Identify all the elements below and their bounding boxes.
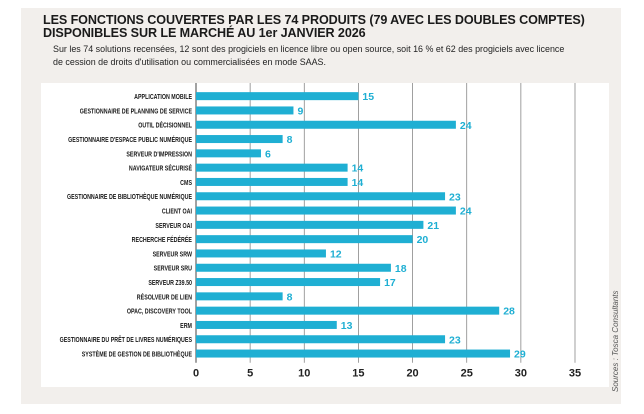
category-label: APPLICATION MOBILE: [134, 93, 192, 101]
data-label: 8: [287, 291, 293, 303]
bar: [196, 235, 413, 244]
title-line-2: DISPONIBLES SUR LE MARCHÉ AU 1er JANVIER…: [43, 26, 366, 40]
title-line-1: LES FONCTIONS COUVERTES PAR LES 74 PRODU…: [43, 13, 585, 27]
category-label: NAVIGATEUR SÉCURISÉ: [129, 163, 193, 173]
bar: [196, 220, 424, 229]
x-tick-label: 15: [352, 368, 364, 380]
bar: [196, 349, 511, 358]
category-label: GESTIONNAIRE D'ESPACE PUBLIC NUMÉRIQUE: [68, 134, 192, 144]
data-label: 20: [417, 234, 429, 246]
bar-chart: 0 5 10 15 20 25 30 35 APPLICATION MOBILE 15 GESTIO…: [60, 83, 581, 380]
bar: [196, 292, 283, 301]
data-label: 13: [341, 320, 353, 332]
data-label: 21: [427, 220, 439, 232]
bar: [196, 163, 348, 172]
bar: [196, 106, 294, 115]
x-tick-label: 35: [569, 368, 581, 380]
data-label: 8: [287, 134, 293, 146]
category-label: RÉSOLVEUR DE LIEN: [137, 291, 192, 301]
bar: [196, 92, 359, 101]
chart-area: 0 5 10 15 20 25 30 35 APPLICATION MOBILE 15 GESTIO…: [41, 83, 609, 387]
data-label: 17: [384, 277, 396, 289]
category-label: GESTIONNAIRE DU PRÊT DE LIVRES NUMÉRIQUE…: [60, 334, 193, 344]
data-label: 14: [352, 163, 364, 175]
category-label: CLIENT OAI: [162, 208, 192, 216]
category-label: GESTIONNAIRE DE BIBLIOTHÈQUE NUMÉRIQUE: [67, 191, 193, 201]
category-label: SERVEUR OAI: [155, 222, 192, 230]
x-tick-label: 10: [298, 368, 310, 380]
category-label: SERVEUR D'IMPRESSION: [126, 151, 192, 159]
data-label: 28: [503, 306, 515, 318]
bar: [196, 249, 326, 258]
category-label: OUTIL DÉCISIONNEL: [138, 120, 192, 130]
x-tick-label: 25: [461, 368, 473, 380]
x-tick-label: 5: [247, 368, 253, 380]
data-label: 23: [449, 191, 461, 203]
data-label: 14: [352, 177, 364, 189]
bar: [196, 263, 391, 272]
bar: [196, 177, 348, 186]
x-tick-label: 0: [193, 368, 199, 380]
chart-subtitle: Sur les 74 solutions recensées, 12 sont …: [53, 44, 565, 68]
data-label: 12: [330, 248, 342, 260]
category-label: CMS: [180, 179, 192, 187]
data-label: 18: [395, 263, 407, 275]
bar: [196, 335, 446, 344]
bar: [196, 192, 446, 201]
data-label: 9: [297, 105, 303, 117]
category-label: OPAC, DISCOVERY TOOL: [127, 308, 192, 316]
data-label: 6: [265, 148, 271, 160]
category-label: GESTIONNAIRE DE PLANNING DE SERVICE: [80, 108, 193, 116]
data-label: 23: [449, 334, 461, 346]
source-note: Sources : Tosca Consultants: [611, 290, 620, 392]
x-tick-label: 30: [515, 368, 527, 380]
bar: [196, 278, 381, 287]
bar: [196, 120, 456, 129]
data-label: 24: [460, 120, 472, 132]
category-label: SERVEUR SRW: [153, 251, 193, 259]
x-tick-label: 20: [406, 368, 418, 380]
data-label: 29: [514, 349, 526, 361]
data-label: 24: [460, 206, 472, 218]
bar: [196, 135, 283, 144]
category-label: SERVEUR SRU: [154, 265, 193, 273]
category-label: RECHERCHE FÉDÉRÉE: [132, 234, 193, 244]
bar: [196, 149, 261, 158]
bar: [196, 306, 500, 315]
category-label: ERM: [180, 322, 192, 330]
category-label: SERVEUR Z39.50: [148, 279, 192, 287]
chart-title: LES FONCTIONS COUVERTES PAR LES 74 PRODU…: [43, 14, 613, 40]
category-label: SYSTÈME DE GESTION DE BIBLIOTHÈQUE: [82, 349, 193, 359]
bar: [196, 320, 337, 329]
bar: [196, 206, 456, 215]
data-label: 15: [362, 91, 374, 103]
